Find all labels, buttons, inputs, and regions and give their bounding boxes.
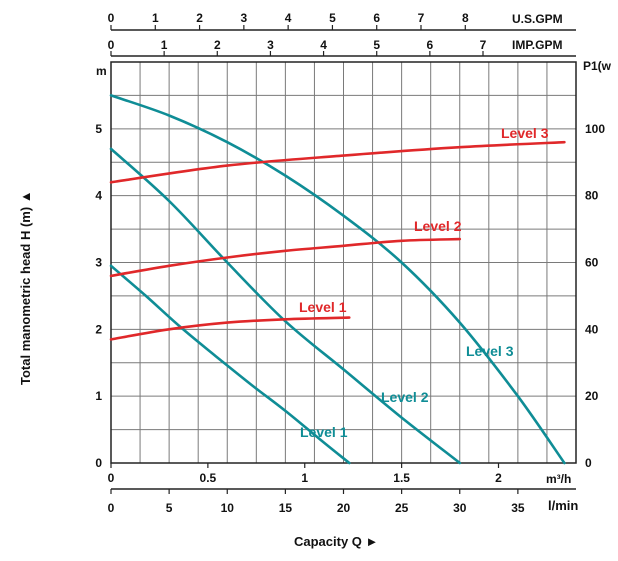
head-curve-level-2	[109, 147, 462, 465]
right-tick-label: 80	[585, 189, 599, 203]
head-curve-level-1	[109, 264, 351, 465]
curve-layer	[109, 94, 566, 465]
power-label-level-2: Level 2	[414, 218, 462, 234]
lmin-tick-label: 0	[108, 501, 115, 515]
lmin-tick-label: 25	[395, 501, 409, 515]
lmin-tick-label: 35	[511, 501, 525, 515]
us-gpm-tick-label: 0	[108, 11, 115, 25]
power-curve-level-1	[109, 316, 351, 341]
head-label-level-3: Level 3	[466, 343, 514, 359]
left-tick-label: 2	[95, 322, 102, 336]
plot-frame	[110, 61, 577, 464]
lmin-tick-label: 20	[337, 501, 351, 515]
us-gpm-tick-label: 3	[241, 11, 248, 25]
m3h-tick-label: 2	[495, 471, 502, 485]
power-label-level-3: Level 3	[501, 125, 549, 141]
lmin-unit: l/min	[548, 498, 578, 513]
left-tick-label: 5	[95, 122, 102, 136]
imp-gpm-tick-label: 7	[480, 38, 487, 52]
us-gpm-tick-label: 6	[373, 11, 380, 25]
us-gpm-tick-label: 4	[285, 11, 292, 25]
imp-gpm-tick-label: 0	[108, 38, 115, 52]
imp-gpm-tick-label: 1	[161, 38, 168, 52]
us-gpm-unit: U.S.GPM	[512, 12, 563, 26]
lmin-tick-label: 10	[221, 501, 235, 515]
power-label-level-1: Level 1	[299, 299, 347, 315]
imp-gpm-tick-label: 3	[267, 38, 274, 52]
power-curve-level-3	[109, 140, 566, 184]
left-tick-label: 4	[95, 189, 102, 203]
right-tick-label: 20	[585, 389, 599, 403]
left-tick-label: 3	[95, 256, 102, 270]
us-gpm-tick-label: 5	[329, 11, 336, 25]
grid-layer	[110, 61, 577, 464]
imp-gpm-tick-label: 6	[427, 38, 434, 52]
us-gpm-tick-label: 1	[152, 11, 159, 25]
lmin-tick-label: 15	[279, 501, 293, 515]
lmin-tick-label: 5	[166, 501, 173, 515]
head-label-level-2: Level 2	[381, 389, 429, 405]
right-axis-unit: P1(w	[583, 59, 612, 73]
m3h-tick-label: 1	[301, 471, 308, 485]
us-gpm-tick-label: 2	[196, 11, 203, 25]
m3h-tick-label: 0.5	[200, 471, 217, 485]
left-axis-unit: m	[96, 64, 107, 78]
right-tick-label: 0	[585, 456, 592, 470]
right-tick-label: 60	[585, 256, 599, 270]
imp-gpm-unit: IMP.GPM	[512, 38, 562, 52]
m3h-tick-label: 1.5	[393, 471, 410, 485]
imp-gpm-tick-label: 4	[320, 38, 327, 52]
lmin-tick-label: 30	[453, 501, 467, 515]
left-tick-label: 0	[95, 456, 102, 470]
m3h-unit: m³/h	[546, 472, 571, 486]
right-tick-label: 40	[585, 322, 599, 336]
tick-layer: 0 1 2 3 4 5 6 7 80 1 2 3 4 5 6 70 0.5 1 1.5 20 5 10 15 20 25 30 35…	[95, 11, 605, 515]
label-layer: Level 1 Level 2 Level 3 Level 1 Level 2 Level…	[299, 125, 549, 440]
m3h-tick-label: 0	[108, 471, 115, 485]
right-tick-label: 100	[585, 122, 605, 136]
x-axis-title: Capacity Q ►	[294, 534, 378, 549]
head-label-level-1: Level 1	[300, 424, 348, 440]
imp-gpm-tick-label: 5	[373, 38, 380, 52]
y-axis-title: Total manometric head H (m) ▲	[18, 190, 33, 385]
left-tick-label: 1	[95, 389, 102, 403]
head-curve-level-3	[109, 94, 566, 465]
us-gpm-tick-label: 7	[418, 11, 425, 25]
power-curve-level-2	[109, 237, 462, 278]
imp-gpm-tick-label: 2	[214, 38, 221, 52]
us-gpm-tick-label: 8	[462, 11, 469, 25]
